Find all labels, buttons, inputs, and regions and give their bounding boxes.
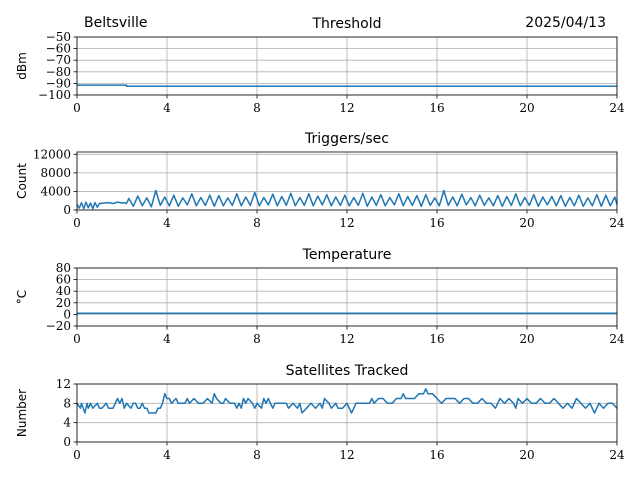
y-tick-label: 0 bbox=[63, 435, 71, 449]
x-tick-label: 12 bbox=[339, 101, 354, 115]
chart-title: Temperature bbox=[302, 247, 392, 263]
y-tick-label: −70 bbox=[46, 53, 71, 67]
x-tick-label: 0 bbox=[73, 332, 81, 346]
x-tick-label: 8 bbox=[253, 216, 261, 230]
x-tick-label: 24 bbox=[609, 448, 625, 462]
x-tick-label: 4 bbox=[163, 216, 171, 230]
y-tick-label: −50 bbox=[46, 30, 71, 44]
x-tick-label: 8 bbox=[253, 332, 261, 346]
y-axis-label: °C bbox=[15, 290, 29, 304]
x-tick-label: 0 bbox=[73, 216, 81, 230]
y-tick-label: 12 bbox=[56, 377, 71, 391]
x-tick-label: 12 bbox=[339, 216, 354, 230]
y-tick-label: −20 bbox=[46, 319, 71, 333]
x-tick-label: 24 bbox=[609, 332, 625, 346]
plot-frame bbox=[76, 267, 618, 327]
series-line bbox=[77, 84, 617, 88]
y-tick-label: 60 bbox=[56, 273, 71, 287]
x-tick-label: 4 bbox=[163, 448, 171, 462]
x-tick-label: 16 bbox=[429, 216, 444, 230]
x-tick-label: 20 bbox=[519, 448, 534, 462]
plot-frame bbox=[76, 383, 618, 443]
y-tick-label: −90 bbox=[46, 76, 71, 90]
y-tick-label: 0 bbox=[63, 203, 71, 217]
plot-frame bbox=[76, 151, 618, 211]
x-tick-label: 20 bbox=[519, 332, 534, 346]
chart-panel-1: Threshold 0 4 8 12 16 20 24 −50−60−70−80−90−100 d… bbox=[15, 16, 625, 115]
x-tick-label: 16 bbox=[429, 332, 444, 346]
chart-title: Triggers/sec bbox=[304, 131, 389, 147]
y-tick-label: 80 bbox=[56, 261, 71, 275]
y-tick-label: 8000 bbox=[40, 166, 71, 180]
y-tick-label: −100 bbox=[38, 88, 71, 102]
x-tick-label: 16 bbox=[429, 448, 444, 462]
x-tick-label: 24 bbox=[609, 216, 625, 230]
chart-panel-2: Triggers/sec 0 4 8 12 16 20 24 0 4000 8000 12000 Cou… bbox=[15, 131, 625, 230]
x-tick-label: 0 bbox=[73, 448, 81, 462]
y-axis-label: Count bbox=[15, 163, 29, 199]
x-tick-label: 4 bbox=[163, 332, 171, 346]
x-tick-label: 20 bbox=[519, 101, 534, 115]
y-tick-label: 40 bbox=[56, 284, 71, 298]
y-axis-label: dBm bbox=[15, 52, 29, 80]
y-tick-label: −60 bbox=[46, 42, 71, 56]
series-line bbox=[76, 189, 618, 210]
y-tick-label: −80 bbox=[46, 65, 71, 79]
x-tick-label: 12 bbox=[339, 332, 354, 346]
chart-panel-4: Satellites Tracked 0 4 8 12 16 20 24 0 4 8 12 Number bbox=[15, 363, 625, 462]
y-axis-label: Number bbox=[15, 389, 29, 437]
date-label: 2025/04/13 bbox=[525, 15, 606, 31]
series-line bbox=[76, 388, 618, 414]
y-tick-label: 0 bbox=[63, 307, 71, 321]
y-tick-label: 4 bbox=[63, 416, 71, 430]
station-label: Beltsville bbox=[84, 15, 147, 31]
y-tick-label: 12000 bbox=[33, 147, 71, 161]
x-tick-label: 8 bbox=[253, 101, 261, 115]
plot-frame bbox=[76, 36, 618, 96]
x-tick-label: 12 bbox=[339, 448, 354, 462]
x-tick-label: 4 bbox=[163, 101, 171, 115]
y-tick-label: 20 bbox=[56, 296, 71, 310]
x-tick-label: 24 bbox=[609, 101, 625, 115]
chart-title: Satellites Tracked bbox=[286, 363, 409, 379]
x-tick-label: 0 bbox=[73, 101, 81, 115]
x-tick-label: 8 bbox=[253, 448, 261, 462]
y-tick-label: 8 bbox=[63, 396, 71, 410]
y-tick-label: 4000 bbox=[40, 184, 71, 198]
x-tick-label: 20 bbox=[519, 216, 534, 230]
x-tick-label: 16 bbox=[429, 101, 444, 115]
chart-title: Threshold bbox=[312, 16, 382, 32]
